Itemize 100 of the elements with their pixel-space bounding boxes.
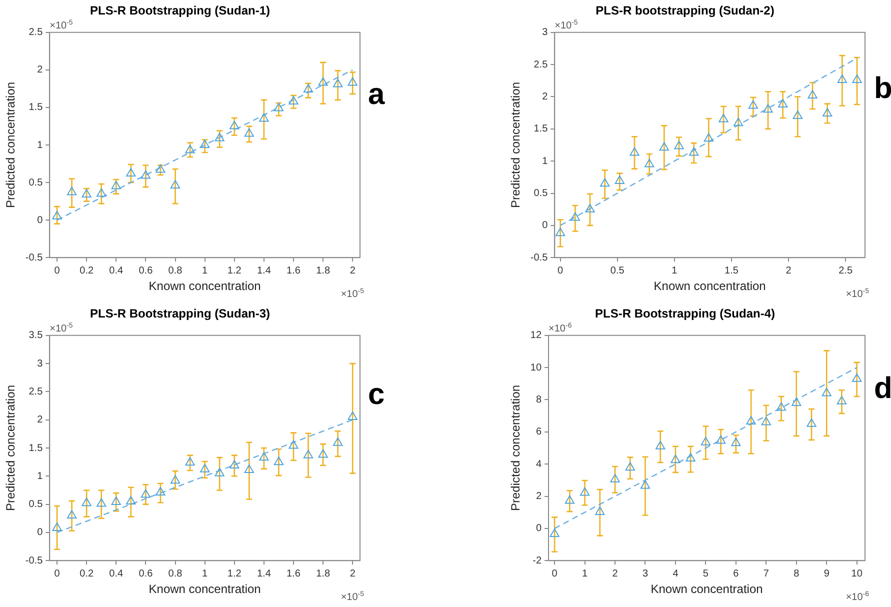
x-tick-label: 2 — [350, 265, 356, 276]
point — [170, 180, 180, 189]
y-tick-label: 1.5 — [534, 124, 548, 135]
point — [776, 402, 786, 411]
chart-title: PLS-R Bootstrapping (Sudan-1) — [90, 4, 270, 18]
point — [214, 132, 224, 142]
point — [610, 474, 620, 482]
point — [140, 170, 151, 179]
point — [674, 140, 684, 150]
x-tick-label: 2 — [612, 568, 618, 580]
x-tick-label: 1.5 — [724, 265, 739, 276]
point — [718, 114, 728, 122]
point — [704, 133, 714, 142]
point — [686, 452, 696, 462]
y-tick-label: 1.5 — [28, 442, 44, 454]
x-tick-label: 3 — [642, 568, 648, 580]
point — [126, 168, 136, 177]
y-tick-label: 8 — [536, 394, 542, 406]
y-tick-label: -2 — [532, 555, 542, 566]
point — [185, 457, 195, 466]
point — [580, 487, 590, 496]
point — [170, 475, 180, 484]
y-tick-label: 4 — [536, 458, 542, 470]
x-tick-label: 0.4 — [109, 568, 124, 580]
x-tick-label: 0.5 — [610, 265, 625, 276]
x-tick-label: 1.2 — [227, 265, 242, 276]
x-tick-label: 0 — [54, 568, 60, 580]
y-tick-label: 3.5 — [28, 330, 44, 342]
x-tick-label: 0.8 — [168, 568, 183, 580]
point — [185, 144, 195, 154]
point — [625, 462, 635, 471]
y-tick-label: 2 — [542, 91, 548, 102]
point — [66, 186, 77, 196]
point — [731, 438, 741, 446]
point — [806, 418, 816, 427]
point — [600, 178, 610, 187]
y-tick-label: 2 — [37, 64, 44, 76]
point — [52, 210, 62, 220]
y-tick-label: -0.5 — [25, 252, 44, 264]
x-tick-label: 2.5 — [838, 265, 853, 276]
y-axis-title: Predicted concentration — [4, 384, 18, 512]
point — [156, 486, 166, 496]
x-tick-label: 0.4 — [109, 265, 124, 276]
x-tick-label: 0.6 — [138, 265, 154, 276]
x-axis-title: Known concentration — [650, 582, 763, 596]
point — [288, 96, 298, 104]
point — [656, 440, 666, 450]
y-tick-label: 0 — [37, 527, 44, 538]
point — [348, 412, 358, 420]
y-tick-label: -0.5 — [530, 252, 548, 264]
point — [303, 450, 314, 458]
point — [303, 84, 314, 92]
chart-title: PLS-R Bootstrapping (Sudan-3) — [90, 306, 270, 321]
x-tick-label: 6 — [733, 568, 740, 580]
point — [200, 464, 210, 472]
point — [746, 416, 756, 424]
y-tick-label: 2 — [536, 491, 542, 502]
x-tick-label: 1 — [672, 265, 678, 276]
point — [822, 108, 832, 116]
point — [259, 113, 269, 122]
chart-title: PLS-R bootstrapping (Sudan-2) — [596, 4, 774, 18]
y-tick-label: 1.5 — [28, 102, 44, 114]
y-tick-label: 1 — [37, 140, 44, 151]
y-tick-label: 2.5 — [534, 59, 548, 70]
x-tick-label: 0.8 — [168, 265, 183, 276]
y-tick-label: 3 — [542, 27, 548, 38]
point — [550, 528, 560, 538]
point — [82, 189, 92, 198]
x-tick-label: 0.2 — [80, 265, 94, 276]
x-tick-label: 1.2 — [227, 568, 242, 580]
x-tick-label: 1.8 — [316, 568, 330, 580]
y-tick-label: 3 — [37, 358, 44, 370]
point — [200, 140, 210, 148]
x-tick-label: 2 — [786, 265, 792, 276]
y-tick-label: 0.5 — [534, 188, 548, 200]
y-tick-label: 2.5 — [28, 27, 44, 38]
y-tick-label: 10 — [530, 362, 542, 374]
y-tick-label: 1 — [542, 156, 548, 167]
chart-title: PLS-R Bootstrapping (Sudan-4) — [595, 306, 775, 321]
point — [640, 480, 650, 489]
y-tick-label: 2 — [37, 414, 44, 426]
x-tick-label: 1.8 — [316, 265, 330, 276]
y-tick-label: 0 — [536, 523, 542, 534]
x-tick-label: 0 — [552, 568, 558, 580]
point — [761, 416, 771, 426]
point — [808, 90, 818, 98]
point — [614, 176, 624, 184]
point — [244, 464, 254, 473]
point — [156, 164, 166, 173]
x-axis-title: Known concentration — [148, 582, 261, 596]
point — [318, 77, 328, 86]
x-tick-label: 0 — [54, 265, 60, 276]
point — [564, 495, 575, 504]
point — [244, 128, 254, 137]
y-axis-title: Predicted concentration — [508, 384, 523, 512]
x-tick-label: 1.6 — [286, 568, 301, 580]
x-tick-label: 1 — [202, 568, 208, 580]
point — [836, 396, 847, 404]
point — [140, 489, 151, 498]
point — [66, 510, 77, 519]
